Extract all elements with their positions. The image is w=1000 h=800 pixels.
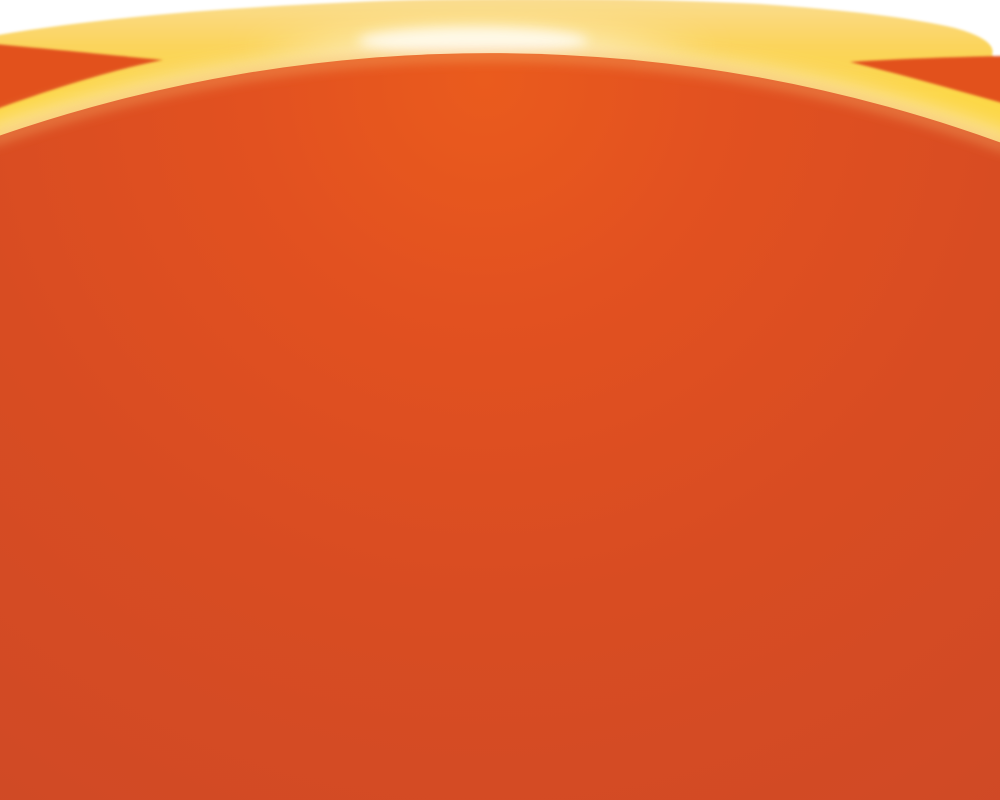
sun-flare-left <box>0 44 163 108</box>
apex-glow-core <box>358 27 588 55</box>
sun-dome <box>0 53 1000 800</box>
glow-band <box>0 0 1000 153</box>
dome-edge-highlight <box>0 50 1000 150</box>
sun-flare-right <box>850 56 1000 103</box>
